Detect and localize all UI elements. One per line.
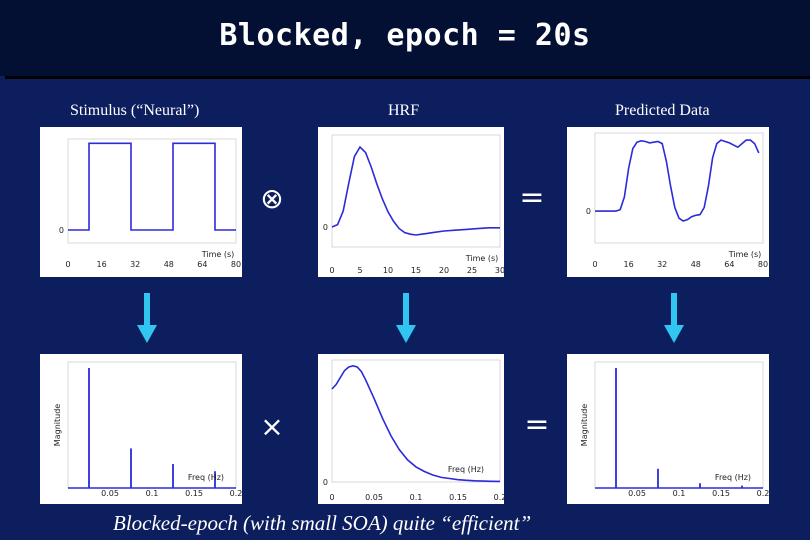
x-tick-label: 48 [691,260,701,269]
down-arrow-stimulus [137,293,157,343]
x-tick-label: 32 [130,260,140,269]
x-tick-label: 16 [97,260,107,269]
x-axis-label: Freq (Hz) [448,465,484,474]
hrf-time-plot: 0 0 5 10 15 20 25 30 Time (s) [318,127,504,277]
x-tick-label: 10 [383,266,393,275]
series-line [331,364,501,483]
x-tick-label: 16 [624,260,634,269]
plot-frame [331,359,501,483]
x-tick-label: 0.05 [628,489,646,498]
down-arrow-hrf [396,293,416,343]
x-tick-label: 0.05 [365,493,383,502]
x-tick-label: 80 [231,260,241,269]
x-tick-label: 0 [592,260,597,269]
x-tick-label: 0.15 [185,489,203,498]
convolution-operator: ⊗ [260,182,284,215]
equals-operator-bottom: = [524,407,550,442]
plot-frame [594,361,764,489]
x-axis-label: Freq (Hz) [715,473,751,482]
y-axis-label: Magnitude [580,404,589,446]
predicted-column-label: Predicted Data [615,102,710,119]
stimulus-freq-chart: 0.05 0.1 0.15 0.2 Freq (Hz) Magnitude [53,361,242,498]
x-tick-label: 64 [724,260,734,269]
hrf-time-chart: 0 0 5 10 15 20 25 30 Time (s) [323,134,504,275]
plot-frame [331,134,501,248]
x-tick-label: 0.2 [757,489,769,498]
slide-title: Blocked, epoch = 20s [219,18,591,53]
x-tick-label: 20 [439,266,449,275]
stimulus-column-label: Stimulus (“Neural”) [70,102,200,119]
plot-frame [594,132,764,244]
predicted-time-plot: 0 0 16 32 48 64 80 Time (s) [567,127,769,277]
x-tick-label: 0 [329,266,334,275]
equals-operator-top: = [519,180,545,215]
predicted-freq-plot: 0.05 0.1 0.15 0.2 Freq (Hz) Magnitude [567,354,769,504]
hrf-column-label: HRF [388,102,420,119]
stimulus-time-plot: 0 0 16 32 48 64 80 Time (s) [40,127,242,277]
y-tick-label: 0 [323,223,328,232]
x-tick-label: 48 [164,260,174,269]
y-tick-label: 0 [59,226,64,235]
y-axis-label: Magnitude [53,404,62,446]
down-arrow-predicted [664,293,684,343]
series-line [68,142,236,231]
x-axis-label: Time (s) [201,250,235,259]
x-tick-label: 15 [411,266,421,275]
x-tick-label: 0 [329,493,334,502]
x-tick-label: 0.2 [230,489,242,498]
y-tick-label: 0 [323,478,328,487]
footer-caption: Blocked-epoch (with small SOA) quite “ef… [113,511,532,535]
title-bar: Blocked, epoch = 20s [0,0,810,76]
x-tick-label: 5 [357,266,362,275]
x-tick-label: 64 [197,260,207,269]
x-tick-label: 0.15 [449,493,467,502]
x-axis-label: Freq (Hz) [188,473,224,482]
x-tick-label: 0.15 [712,489,730,498]
title-divider [5,76,810,79]
series-line [595,139,760,222]
x-tick-label: 25 [467,266,477,275]
predicted-freq-chart: 0.05 0.1 0.15 0.2 Freq (Hz) Magnitude [580,361,769,498]
x-tick-label: 0.1 [673,489,686,498]
hrf-freq-plot: 0 0 0.05 0.1 0.15 0.2 Freq (Hz) [318,354,504,504]
x-tick-label: 0 [65,260,70,269]
plot-frame [67,361,237,489]
x-tick-label: 30 [495,266,504,275]
x-tick-label: 0.1 [410,493,423,502]
x-axis-label: Time (s) [728,250,762,259]
x-tick-label: 0.1 [146,489,159,498]
x-tick-label: 32 [657,260,667,269]
stimulus-freq-plot: 0.05 0.1 0.15 0.2 Freq (Hz) Magnitude [40,354,242,504]
x-tick-label: 80 [758,260,768,269]
y-tick-label: 0 [586,207,591,216]
x-tick-label: 0.05 [101,489,119,498]
series-line [331,145,500,236]
multiply-operator: × [260,410,284,443]
hrf-freq-chart: 00 0.05 0.1 0.15 0.2 Freq (Hz) [323,359,504,502]
plot-frame [67,138,237,244]
x-tick-label: 0.2 [494,493,504,502]
x-axis-label: Time (s) [465,254,499,263]
